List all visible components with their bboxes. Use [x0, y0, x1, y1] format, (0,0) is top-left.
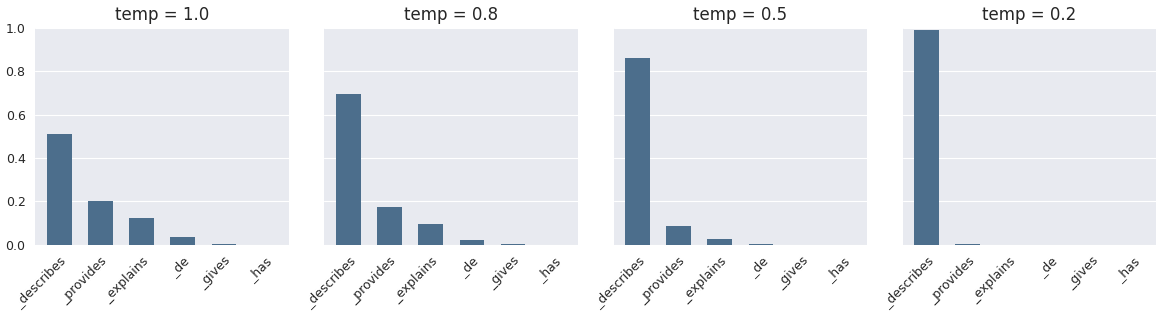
Bar: [708, 239, 732, 245]
Bar: [378, 207, 402, 245]
Bar: [129, 218, 153, 245]
Bar: [748, 244, 774, 245]
Title: temp = 1.0: temp = 1.0: [115, 6, 209, 24]
Bar: [914, 30, 939, 245]
Bar: [46, 134, 72, 245]
Bar: [336, 94, 360, 245]
Title: temp = 0.2: temp = 0.2: [982, 6, 1077, 24]
Bar: [418, 224, 443, 245]
Bar: [501, 244, 525, 245]
Bar: [171, 237, 195, 245]
Title: temp = 0.8: temp = 0.8: [404, 6, 498, 24]
Bar: [459, 240, 485, 245]
Bar: [955, 244, 980, 245]
Bar: [666, 226, 691, 245]
Bar: [625, 58, 650, 245]
Bar: [88, 201, 113, 245]
Bar: [211, 244, 236, 245]
Title: temp = 0.5: temp = 0.5: [694, 6, 788, 24]
